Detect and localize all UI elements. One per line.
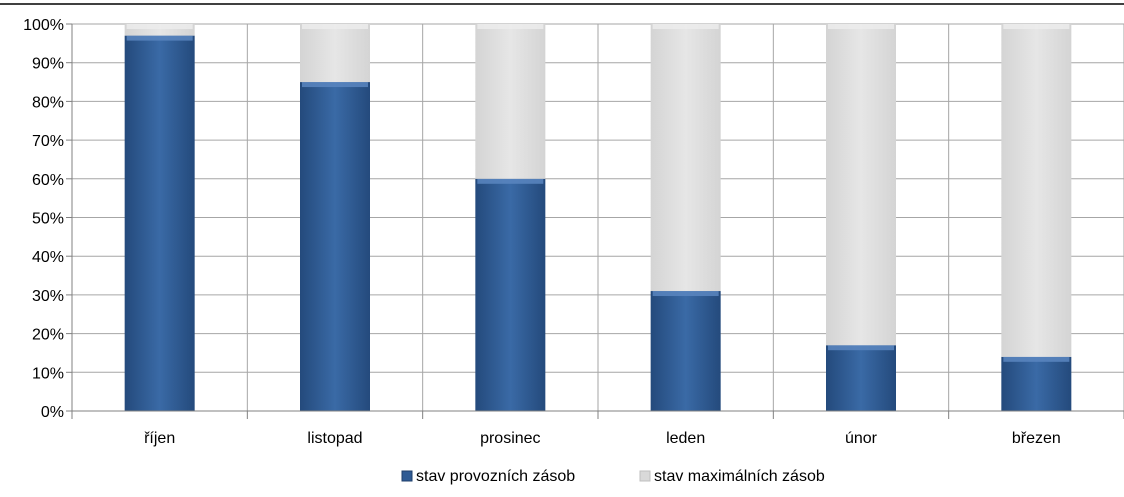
y-tick-label: 20% xyxy=(32,327,64,344)
y-tick-label: 90% xyxy=(32,56,64,73)
y-tick-label: 10% xyxy=(32,365,64,382)
legend-label: stav provozních zásob xyxy=(416,468,575,485)
y-tick-label: 40% xyxy=(32,249,64,266)
legend-swatch-maximalni xyxy=(639,470,651,482)
bar-provozni xyxy=(650,291,721,411)
bar-top-cap xyxy=(1003,356,1070,362)
bar-top-cap xyxy=(477,178,544,184)
y-tick-label: 70% xyxy=(32,133,64,150)
bar-maximalni xyxy=(826,24,896,346)
bar-provozni xyxy=(475,178,546,411)
y-tick-label: 60% xyxy=(32,172,64,189)
legend-swatch-provozni xyxy=(401,470,413,482)
x-category-label: listopad xyxy=(307,430,362,447)
bar-top-cap xyxy=(652,291,719,297)
x-category-label: leden xyxy=(666,430,705,447)
bar-maximalni xyxy=(475,24,546,179)
bar-provozni xyxy=(1001,356,1072,411)
y-tick-label: 80% xyxy=(32,94,64,111)
bar-top-cap xyxy=(126,35,193,41)
bars xyxy=(124,24,1072,412)
x-category-label: prosinec xyxy=(480,430,540,447)
bar-top-cap xyxy=(126,24,193,29)
bar-top-cap xyxy=(302,82,368,88)
bar-maximalni xyxy=(1001,24,1072,357)
bar-top-cap xyxy=(302,24,368,29)
x-category-labels: říjen listopad prosinec leden únor březen xyxy=(144,430,1061,447)
y-tick-label: 50% xyxy=(32,211,64,228)
bar-top-cap xyxy=(828,345,894,351)
bar-maximalni xyxy=(300,24,370,83)
legend: stav provozních zásob stav maximálních zá… xyxy=(401,468,825,485)
bar-top-cap xyxy=(652,24,719,29)
legend-label: stav maximálních zásob xyxy=(654,468,825,485)
y-tick-label: 0% xyxy=(41,404,64,421)
axes xyxy=(66,23,1124,419)
bar-maximalni xyxy=(650,24,721,292)
x-category-label: březen xyxy=(1012,430,1061,447)
x-category-label: únor xyxy=(845,430,878,447)
y-tick-label: 30% xyxy=(32,288,64,305)
bar-top-cap xyxy=(477,24,544,29)
bar-top-cap xyxy=(1003,24,1070,29)
bar-top-cap xyxy=(828,24,894,29)
x-category-label: říjen xyxy=(144,430,175,447)
y-tick-labels: 0% 10% 20% 30% 40% 50% 60% 70% 80% 90% 100% xyxy=(23,17,64,421)
bar-provozni xyxy=(826,345,896,411)
bar-provozni xyxy=(124,35,195,412)
gridlines xyxy=(72,23,1124,411)
bar-provozni xyxy=(300,82,370,412)
bar-maximalni xyxy=(124,24,195,36)
y-tick-label: 100% xyxy=(23,17,64,34)
